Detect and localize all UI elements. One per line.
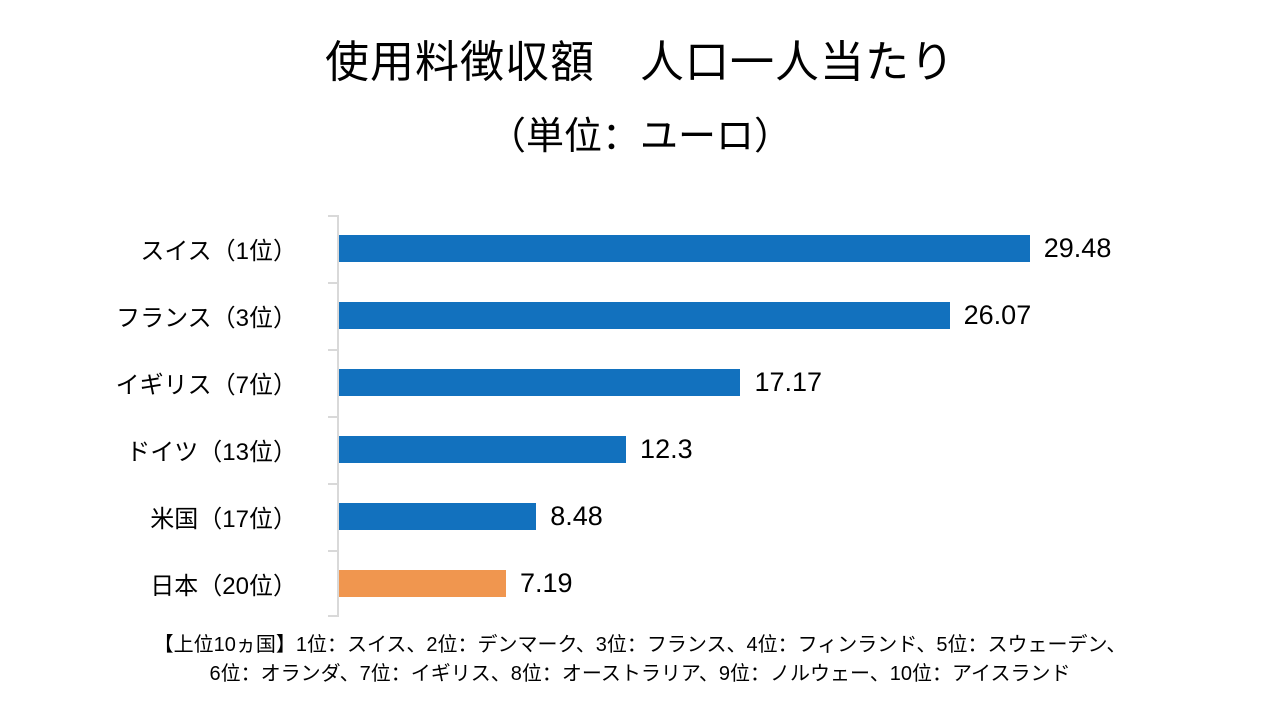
bar-chart: スイス（1位） 29.48 フランス（3位） 26.07 イギリス（7位） 17.17 ドイ… [0, 215, 1240, 617]
value-label: 17.17 [754, 367, 823, 397]
bar-row: 日本（20位） 7.19 [0, 550, 1240, 617]
footnote-line1: 【上位10ヵ国】1位：スイス、2位：デンマーク、3位：フランス、4位：フィンラン… [153, 634, 1127, 656]
bar [337, 503, 537, 530]
bar-track: 26.07 [337, 282, 1240, 349]
category-label: フランス（3位） [116, 305, 297, 332]
footnote-line2: 6位：オランダ、7位：イギリス、8位：オーストラリア、9位：ノルウェー、10位：… [209, 663, 1071, 685]
bar-track: 29.48 [337, 215, 1240, 282]
value-label: 26.07 [963, 300, 1032, 330]
bar-row: ドイツ（13位） 12.3 [0, 416, 1240, 483]
bar-row: イギリス（7位） 17.17 [0, 349, 1240, 416]
bar [337, 369, 741, 396]
axis-tick [328, 615, 337, 617]
category-label: 日本（20位） [150, 573, 297, 600]
axis-tick [328, 550, 337, 552]
value-label: 7.19 [519, 568, 573, 598]
bar-row: スイス（1位） 29.48 [0, 215, 1240, 282]
value-label: 29.48 [1043, 233, 1112, 263]
bar-rows: スイス（1位） 29.48 フランス（3位） 26.07 イギリス（7位） 17.17 ドイ… [0, 215, 1240, 617]
bar-track: 8.48 [337, 483, 1240, 550]
value-label: 8.48 [550, 501, 603, 531]
bar-track: 12.3 [337, 416, 1240, 483]
axis-tick [328, 349, 337, 351]
bar [337, 235, 1030, 262]
footnote: 【上位10ヵ国】1位：スイス、2位：デンマーク、3位：フランス、4位：フィンラン… [0, 631, 1280, 689]
axis-tick [328, 416, 337, 418]
category-label: ドイツ（13位） [126, 439, 297, 466]
value-label: 12.3 [640, 434, 693, 464]
bar-row: フランス（3位） 26.07 [0, 282, 1240, 349]
axis-tick [328, 215, 337, 217]
chart-title: 使用料徴収額 人口一人当たり [325, 38, 955, 87]
bar [337, 302, 950, 329]
bar-track: 7.19 [337, 550, 1240, 617]
bar [337, 436, 627, 463]
bar-row: 米国（17位） 8.48 [0, 483, 1240, 550]
category-label: イギリス（7位） [115, 372, 297, 399]
bar-track: 17.17 [337, 349, 1240, 416]
bar [337, 570, 506, 597]
category-label: 米国（17位） [150, 506, 297, 533]
category-label: スイス（1位） [140, 238, 297, 265]
chart-subtitle: （単位：ユーロ） [487, 116, 792, 158]
axis-tick [328, 483, 337, 485]
axis-tick [328, 282, 337, 284]
category-axis-line [337, 215, 339, 617]
